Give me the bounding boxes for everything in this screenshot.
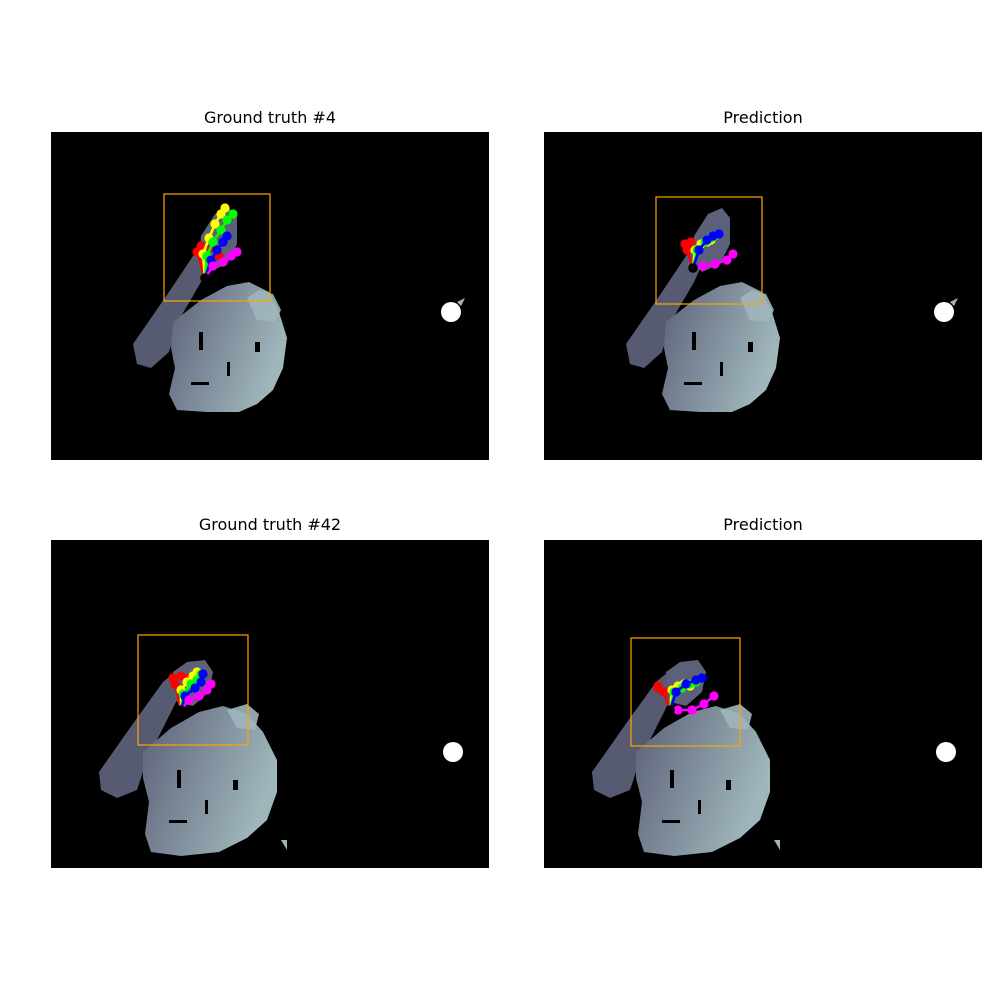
thumb-joint [168,673,178,683]
pinky-joint [218,257,228,267]
arm-silhouette [592,672,676,798]
index-joint [210,219,220,229]
shoulder-silhouette [720,704,752,730]
middle-joint [216,225,226,235]
pinky-joint [673,705,683,715]
hand-bounding-box [630,637,741,747]
pinky-joint [232,247,242,257]
depth-hole [169,820,187,823]
depth-hole [255,342,260,352]
ring-joint [190,683,200,693]
depth-image-gt-42 [99,634,463,856]
depth-hole [684,382,702,385]
stray-depth-pixels [774,840,780,850]
ring-joint [714,229,724,239]
middle-joint [222,215,232,225]
wrist-joint [688,263,698,273]
middle-joint [208,237,218,247]
ring-joint [697,673,707,683]
depth-hole [670,770,674,788]
panel-title-pred-42: Prediction [723,515,803,534]
wrist-joint [176,705,186,715]
white-marker [934,302,954,322]
ring-joint [196,677,206,687]
wrist-joint [665,705,675,715]
stray-depth-pixels [457,298,465,306]
pinky-joint [206,679,216,689]
thumb-joint [176,671,186,681]
depth-hole [199,332,203,350]
ring-joint [198,669,208,679]
pinky-joint [709,691,719,701]
pinky-joint [184,695,194,705]
pinky-joint [722,255,732,265]
depth-hole [720,362,723,376]
thumb-joint [653,681,663,691]
ring-joint [671,687,681,697]
depth-hole [191,382,209,385]
stray-depth-pixels [281,840,287,850]
thumb-joint [686,237,696,247]
torso-silhouette [143,706,277,856]
white-marker [443,742,463,762]
stray-depth-pixels [950,298,958,306]
depth-hole [205,800,208,814]
ring-joint [222,231,232,241]
pinky-joint [698,261,708,271]
arm-silhouette [99,672,183,798]
pinky-joint [194,691,204,701]
panel-prediction-42 [544,540,982,868]
middle-joint [228,209,238,219]
ring-joint [694,245,704,255]
shoulder-silhouette [740,290,774,322]
depth-hole [726,780,731,790]
pinky-joint [208,261,218,271]
panel-title-gt-4: Ground truth #4 [203,108,336,127]
depth-hole [227,362,230,376]
depth-hole [748,342,753,352]
panel-ground-truth-42 [51,540,489,868]
panel-prediction-4 [544,132,982,460]
white-marker [441,302,461,322]
pinky-joint [728,249,738,259]
depth-hole [177,770,181,788]
hand-bounding-box [137,634,249,746]
depth-hole [698,800,701,814]
index-joint [220,203,230,213]
thumb-joint [196,241,206,251]
panel-title-pred-4: Prediction [723,108,803,127]
white-marker [936,742,956,762]
pinky-joint [710,259,720,269]
panel-title-gt-42: Ground truth #42 [198,515,342,534]
depth-hole [233,780,238,790]
shoulder-silhouette [227,704,259,730]
depth-image-pred-4 [626,196,958,412]
depth-image-gt-4 [133,193,465,412]
depth-image-pred-42 [592,637,956,856]
ring-joint [681,679,691,689]
depth-hole [662,820,680,823]
shoulder-silhouette [247,290,281,322]
ring-joint [212,245,222,255]
pinky-joint [687,705,697,715]
depth-hole [692,332,696,350]
hand-bounding-box [163,193,271,302]
hand-bounding-box [655,196,763,305]
pinky-joint [699,699,709,709]
panel-ground-truth-4 [51,132,489,460]
wrist-joint [200,273,210,283]
torso-silhouette [636,706,770,856]
